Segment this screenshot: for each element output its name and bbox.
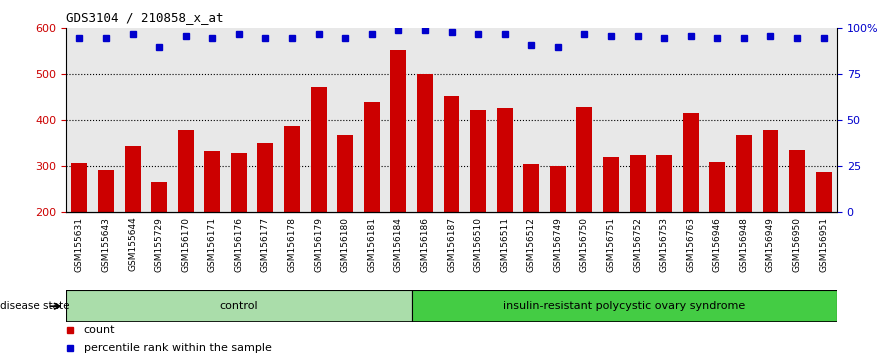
Text: GSM156951: GSM156951 [819,217,828,272]
Bar [231,153,247,212]
Bar [124,146,140,212]
Text: GSM156180: GSM156180 [341,217,350,272]
Text: GSM156176: GSM156176 [234,217,243,272]
Text: GSM156186: GSM156186 [420,217,429,272]
Text: disease state: disease state [0,301,70,311]
Bar [763,130,779,212]
Bar [576,107,592,212]
Bar [497,108,513,212]
Bar [257,143,273,212]
Bar [390,50,406,212]
Text: GSM156187: GSM156187 [447,217,456,272]
Text: GSM156177: GSM156177 [261,217,270,272]
Bar [204,151,220,212]
Bar [71,163,87,212]
Text: GSM155729: GSM155729 [154,217,164,272]
Bar [550,166,566,212]
Text: GSM156750: GSM156750 [580,217,589,272]
Text: GSM155644: GSM155644 [128,217,137,272]
Text: GSM156749: GSM156749 [553,217,562,272]
Text: GSM156752: GSM156752 [633,217,642,272]
Bar [417,74,433,212]
Text: GSM156946: GSM156946 [713,217,722,272]
Text: count: count [84,325,115,335]
Text: GSM156751: GSM156751 [606,217,616,272]
Text: GSM156753: GSM156753 [660,217,669,272]
Text: percentile rank within the sample: percentile rank within the sample [84,343,271,353]
Text: GSM156511: GSM156511 [500,217,509,272]
Bar [411,290,837,322]
Bar [284,126,300,212]
Bar [98,170,114,212]
Bar [178,130,194,212]
Bar [470,110,486,212]
Bar [789,150,805,212]
Text: insulin-resistant polycystic ovary syndrome: insulin-resistant polycystic ovary syndr… [503,301,745,311]
Bar [364,102,380,212]
Text: control: control [219,301,258,311]
Bar [443,96,460,212]
Text: GDS3104 / 210858_x_at: GDS3104 / 210858_x_at [66,11,224,24]
Text: GSM156510: GSM156510 [474,217,483,272]
Bar [709,162,725,212]
Bar [311,87,327,212]
Text: GSM156170: GSM156170 [181,217,190,272]
Bar [337,135,353,212]
Text: GSM156181: GSM156181 [367,217,376,272]
Bar [630,155,646,212]
Bar [683,114,699,212]
Bar [66,290,411,322]
Bar [816,172,832,212]
Text: GSM156171: GSM156171 [208,217,217,272]
Bar [152,182,167,212]
Text: GSM156948: GSM156948 [739,217,749,272]
Text: GSM156950: GSM156950 [793,217,802,272]
Text: GSM156763: GSM156763 [686,217,695,272]
Text: GSM156184: GSM156184 [394,217,403,272]
Bar [656,155,672,212]
Bar [523,164,539,212]
Bar [603,157,619,212]
Text: GSM155631: GSM155631 [75,217,84,272]
Text: GSM156178: GSM156178 [287,217,297,272]
Text: GSM156512: GSM156512 [527,217,536,272]
Text: GSM156949: GSM156949 [766,217,775,272]
Bar [736,135,751,212]
Text: GSM155643: GSM155643 [101,217,110,272]
Text: GSM156179: GSM156179 [315,217,323,272]
